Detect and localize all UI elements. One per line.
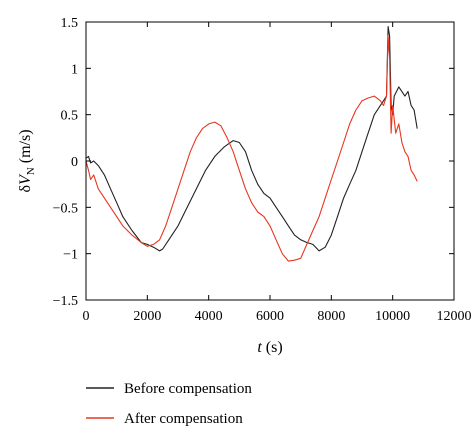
series-line-2 xyxy=(85,35,418,262)
y-tick-label: 0 xyxy=(71,155,78,170)
y-axis-label: δVN (m/s) xyxy=(17,129,37,192)
y-tick-label: 1 xyxy=(71,62,78,77)
x-tick-label: 6000 xyxy=(256,309,284,324)
series-line-1 xyxy=(85,26,418,252)
y-tick-label: 0.5 xyxy=(61,109,79,124)
plot-frame xyxy=(85,21,455,301)
x-tick-label: 10000 xyxy=(375,309,410,324)
axes: 0 2000 4000 6000 8000 10000 12000 1.5 1 0.5 0 −0.5 −… xyxy=(53,16,472,324)
legend-label-1: Before compensation xyxy=(124,381,252,397)
legend: Before compensation After compensation xyxy=(86,381,252,427)
x-tick-label: 12000 xyxy=(437,309,472,324)
x-tick-label: 8000 xyxy=(317,309,345,324)
x-tick-label: 2000 xyxy=(133,309,161,324)
legend-label-2: After compensation xyxy=(124,411,243,427)
y-tick-label: −0.5 xyxy=(53,201,78,216)
y-tick-label: −1.5 xyxy=(53,294,78,309)
x-tick-label: 0 xyxy=(83,309,90,324)
x-axis-label: t (s) xyxy=(257,339,282,356)
y-tick-label: 1.5 xyxy=(61,16,79,31)
x-tick-label: 4000 xyxy=(195,309,223,324)
plot-area xyxy=(85,26,418,262)
y-tick-label: −1 xyxy=(63,248,78,263)
